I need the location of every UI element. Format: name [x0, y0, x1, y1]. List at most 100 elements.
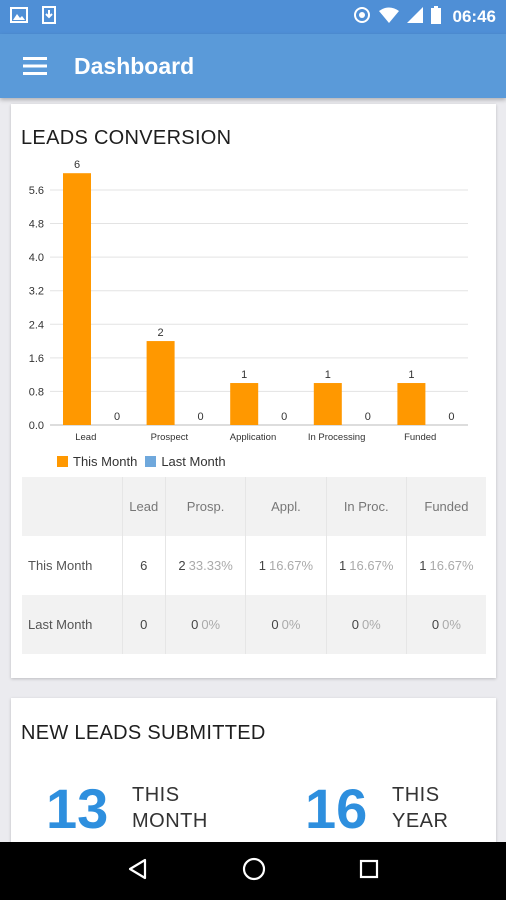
cell-count: 6 — [140, 558, 148, 573]
table-cell: 0 — [122, 595, 166, 654]
table-row: This Month 6 2 33.33% 1 16.67% 1 16.67% 1 16… — [22, 536, 486, 595]
sync-icon — [353, 6, 371, 29]
table-header: Funded — [406, 477, 486, 536]
table-cell: 0 0% — [165, 595, 247, 654]
cell-signal-icon — [406, 6, 423, 28]
this-year-label-line2: YEAR — [392, 810, 449, 832]
cell-percent: 16.67% — [349, 558, 394, 573]
bar-this-month — [63, 173, 91, 425]
data-label-last-month: 0 — [448, 411, 454, 423]
y-tick-label: 5.6 — [29, 185, 44, 197]
cell-count: 0 — [271, 617, 279, 632]
y-tick-label: 2.4 — [29, 319, 44, 331]
cell-percent: 16.67% — [429, 558, 474, 573]
y-tick-label: 3.2 — [29, 286, 44, 298]
cell-percent: 0% — [361, 617, 381, 632]
y-tick-label: 4.8 — [29, 219, 44, 231]
legend-swatch-last-month — [145, 456, 157, 467]
hamburger-icon — [23, 57, 47, 75]
bar-this-month — [146, 341, 175, 425]
data-label-last-month: 0 — [281, 411, 287, 423]
cell-count: 2 — [178, 558, 186, 573]
table-header-row: Lead Prosp. Appl. In Proc. Funded — [22, 477, 486, 536]
data-label-this-month: 1 — [241, 369, 247, 381]
y-tick-label: 4.0 — [29, 252, 44, 264]
system-nav-bar — [0, 842, 506, 900]
cell-count: 0 — [191, 617, 199, 632]
legend-item-last-month[interactable]: Last Month — [145, 454, 226, 469]
bar-this-month — [313, 383, 342, 425]
new-leads-title: NEW LEADS SUBMITTED — [21, 722, 266, 744]
table-cell: 6 — [122, 536, 166, 595]
cell-percent: 33.33% — [188, 558, 233, 573]
cell-percent: 0% — [442, 617, 461, 632]
table-cell: 1 16.67% — [245, 536, 327, 595]
y-tick-label: 0.0 — [29, 420, 44, 432]
chart-legend: This Month Last Month — [57, 454, 234, 469]
cell-count: 0 — [351, 617, 359, 632]
table-cell: 0 0% — [406, 595, 486, 654]
back-button[interactable] — [127, 858, 149, 885]
row-label: Last Month — [22, 595, 123, 654]
table-cell: 0 0% — [326, 595, 407, 654]
cell-percent: 0% — [281, 617, 301, 632]
data-label-this-month: 6 — [74, 159, 80, 171]
table-cell: 1 16.67% — [326, 536, 407, 595]
cell-percent: 16.67% — [268, 558, 314, 573]
menu-button[interactable] — [0, 34, 70, 98]
y-tick-label: 0.8 — [29, 386, 44, 398]
recents-icon — [360, 859, 379, 878]
this-month-label-line1: THIS — [132, 784, 180, 806]
table-header: In Proc. — [326, 477, 407, 536]
x-tick-label: In Processing — [308, 432, 366, 443]
bar-this-month — [230, 383, 259, 425]
recents-button[interactable] — [359, 859, 379, 884]
data-label-last-month: 0 — [365, 411, 371, 423]
x-tick-label: Application — [230, 432, 276, 443]
this-month-label-line2: MONTH — [132, 810, 208, 832]
x-tick-label: Funded — [404, 432, 436, 443]
cell-percent: 0% — [201, 617, 221, 632]
download-notification-icon — [42, 5, 56, 29]
cell-count: 1 — [339, 558, 347, 573]
legend-item-this-month[interactable]: This Month — [57, 454, 137, 469]
data-label-last-month: 0 — [114, 411, 120, 423]
home-button[interactable] — [242, 857, 266, 886]
wifi-icon — [378, 7, 399, 28]
leads-conversion-table: Lead Prosp. Appl. In Proc. Funded This M… — [22, 477, 486, 654]
this-year-count: 16 — [305, 777, 368, 840]
battery-icon — [430, 5, 441, 29]
x-tick-label: Prospect — [151, 432, 189, 443]
table-header: Prosp. — [165, 477, 247, 536]
leads-conversion-chart: 0.0 0.8 1.6 2.4 3.2 4.0 4.8 5.6 6 0 Lead 2 0 Prospect… — [29, 159, 468, 443]
data-label-this-month: 2 — [158, 327, 164, 339]
data-label-last-month: 0 — [198, 411, 204, 423]
table-header: Appl. — [245, 477, 327, 536]
data-label-this-month: 1 — [408, 369, 414, 381]
data-label-this-month: 1 — [325, 369, 331, 381]
this-year-label: THIS YEAR — [392, 782, 448, 834]
this-month-label: THIS MONTH — [132, 782, 208, 834]
home-icon — [242, 857, 266, 880]
table-header: Lead — [122, 477, 166, 536]
legend-label-this-month: This Month — [73, 454, 138, 469]
cell-count: 0 — [140, 617, 148, 632]
table-cell: 1 16.67% — [406, 536, 486, 595]
legend-label-last-month: Last Month — [161, 454, 226, 469]
table-cell: 0 0% — [245, 595, 327, 654]
this-month-count: 13 — [46, 777, 109, 840]
status-time: 06:46 — [452, 7, 496, 26]
app-bar: Dashboard — [0, 34, 506, 98]
cell-count: 0 — [431, 617, 440, 632]
page-title: Dashboard — [74, 52, 195, 79]
x-tick-label: Lead — [75, 432, 96, 443]
leads-conversion-title: LEADS CONVERSION — [21, 127, 232, 149]
table-cell: 2 33.33% — [165, 536, 247, 595]
cell-count: 1 — [258, 558, 266, 573]
leads-conversion-card: LEADS CONVERSION 0.0 0.8 1.6 2.4 3.2 4.0 4.8 5.… — [11, 104, 496, 678]
table-row: Last Month 0 0 0% 0 0% 0 0% 0 0% — [22, 595, 486, 654]
bar-this-month — [397, 383, 426, 425]
this-year-label-line1: THIS — [392, 784, 440, 806]
image-notification-icon — [10, 6, 28, 28]
legend-swatch-this-month — [57, 456, 68, 467]
